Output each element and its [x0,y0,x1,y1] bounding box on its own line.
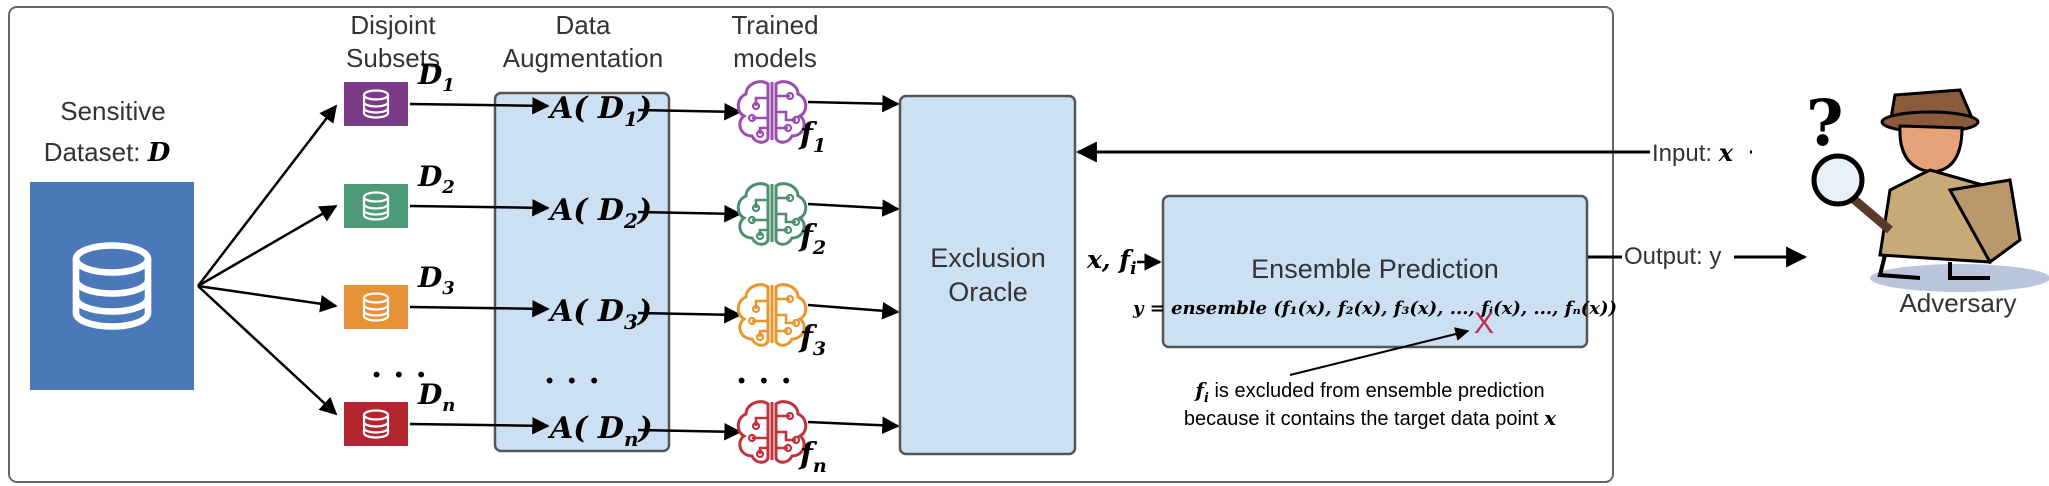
augment-label: A( D2) [547,193,652,233]
brain-model-icon [736,182,808,246]
subset-box [344,285,408,329]
augment-to-model-arrow [637,204,742,223]
dataset-box [30,182,194,390]
exclusion-annotation-arrow [1289,327,1470,376]
dataset-label-line1: Sensitive [60,96,166,126]
subset-to-augment-arrow [409,417,550,435]
brain-model-icon [736,80,808,144]
subset-to-augment-arrow [409,97,550,115]
augment-to-model-arrow [637,305,742,324]
adversary-label: Adversary [1899,288,2016,318]
models-ellipsis: . . . [736,353,792,391]
augment-header-line1: Data [556,10,611,40]
split-arrows [197,104,338,416]
subsets-header-line2: Subsets [346,43,440,73]
brain-model-icon [736,400,808,464]
models-header-line1: Trained [731,10,818,40]
augmentation-panel [493,91,671,453]
model-to-oracle-arrow [807,94,900,113]
exclusion-note-line2: because it contains the target data poin… [1184,406,1557,430]
oracle-label-line1: Exclusion [930,243,1046,273]
exclusion-note-line1: fi is excluded from ensemble prediction [1193,378,1544,406]
oracle-label-line2: Oracle [948,277,1028,307]
ensemble-title: Ensemble Prediction [1251,254,1499,284]
augment-to-model-arrow [637,102,742,121]
subset-to-augment-arrow [409,300,550,318]
dataset-label-line2: Dataset: D [44,137,171,168]
augment-label: A( Dn) [547,411,653,451]
subsets-header-line1: Disjoint [350,10,436,40]
subsets-ellipsis: . . . [371,347,427,385]
ensemble-formula: y = ensemble (f₁(x), f₂(x), f₃(x), ..., … [1132,298,1617,319]
subset-box [344,184,408,228]
question-mark-icon: ? [1806,86,1844,161]
output-label-bg [1622,240,1734,274]
excluded-cross-icon: X [1474,307,1494,340]
input-label: Input: x [1652,138,1734,167]
subset-box [344,402,408,446]
outer-frame [8,6,1614,483]
models-header-line2: models [733,43,817,73]
model-to-oracle-arrow [807,199,900,217]
ensemble-prediction-box [1161,194,1589,349]
augment-label: A( D1) [547,91,652,131]
augment-to-model-arrow [637,422,742,441]
oracle-output-label: x, fi [1086,245,1137,279]
augment-label: A( D3) [547,294,652,334]
subset-row-2: D2 A( D2) f2 [344,160,900,259]
augment-ellipsis: . . . [544,353,600,391]
subset-label: Dn [417,378,455,416]
subset-row-4: Dn A( Dn) fn [344,378,900,477]
model-to-oracle-arrow [807,416,900,435]
subset-to-augment-arrow [409,199,550,217]
subset-label: D3 [417,261,455,299]
subset-label: D1 [417,58,455,96]
output-label: Output: y [1624,243,1721,270]
exclusion-oracle-box [898,94,1077,456]
model-label: f1 [798,117,826,157]
subset-label: D2 [417,160,455,198]
subset-rows: D1 A( D1) f1 D2 A( D2) f2 D3 A( D3) f3 Dn A( Dn) fn [344,58,900,477]
adversary-detective-icon: ? [1806,86,2049,292]
subset-row-1: D1 A( D1) f1 [344,58,900,157]
model-label: fn [798,437,827,477]
model-label: f2 [798,219,826,259]
subset-box [344,82,408,126]
model-label: f3 [798,320,826,360]
model-to-oracle-arrow [807,302,900,320]
input-label-bg [1650,134,1750,170]
subset-row-3: D3 A( D3) f3 [344,261,900,360]
augment-header-line2: Augmentation [503,43,663,73]
brain-model-icon [736,283,808,347]
